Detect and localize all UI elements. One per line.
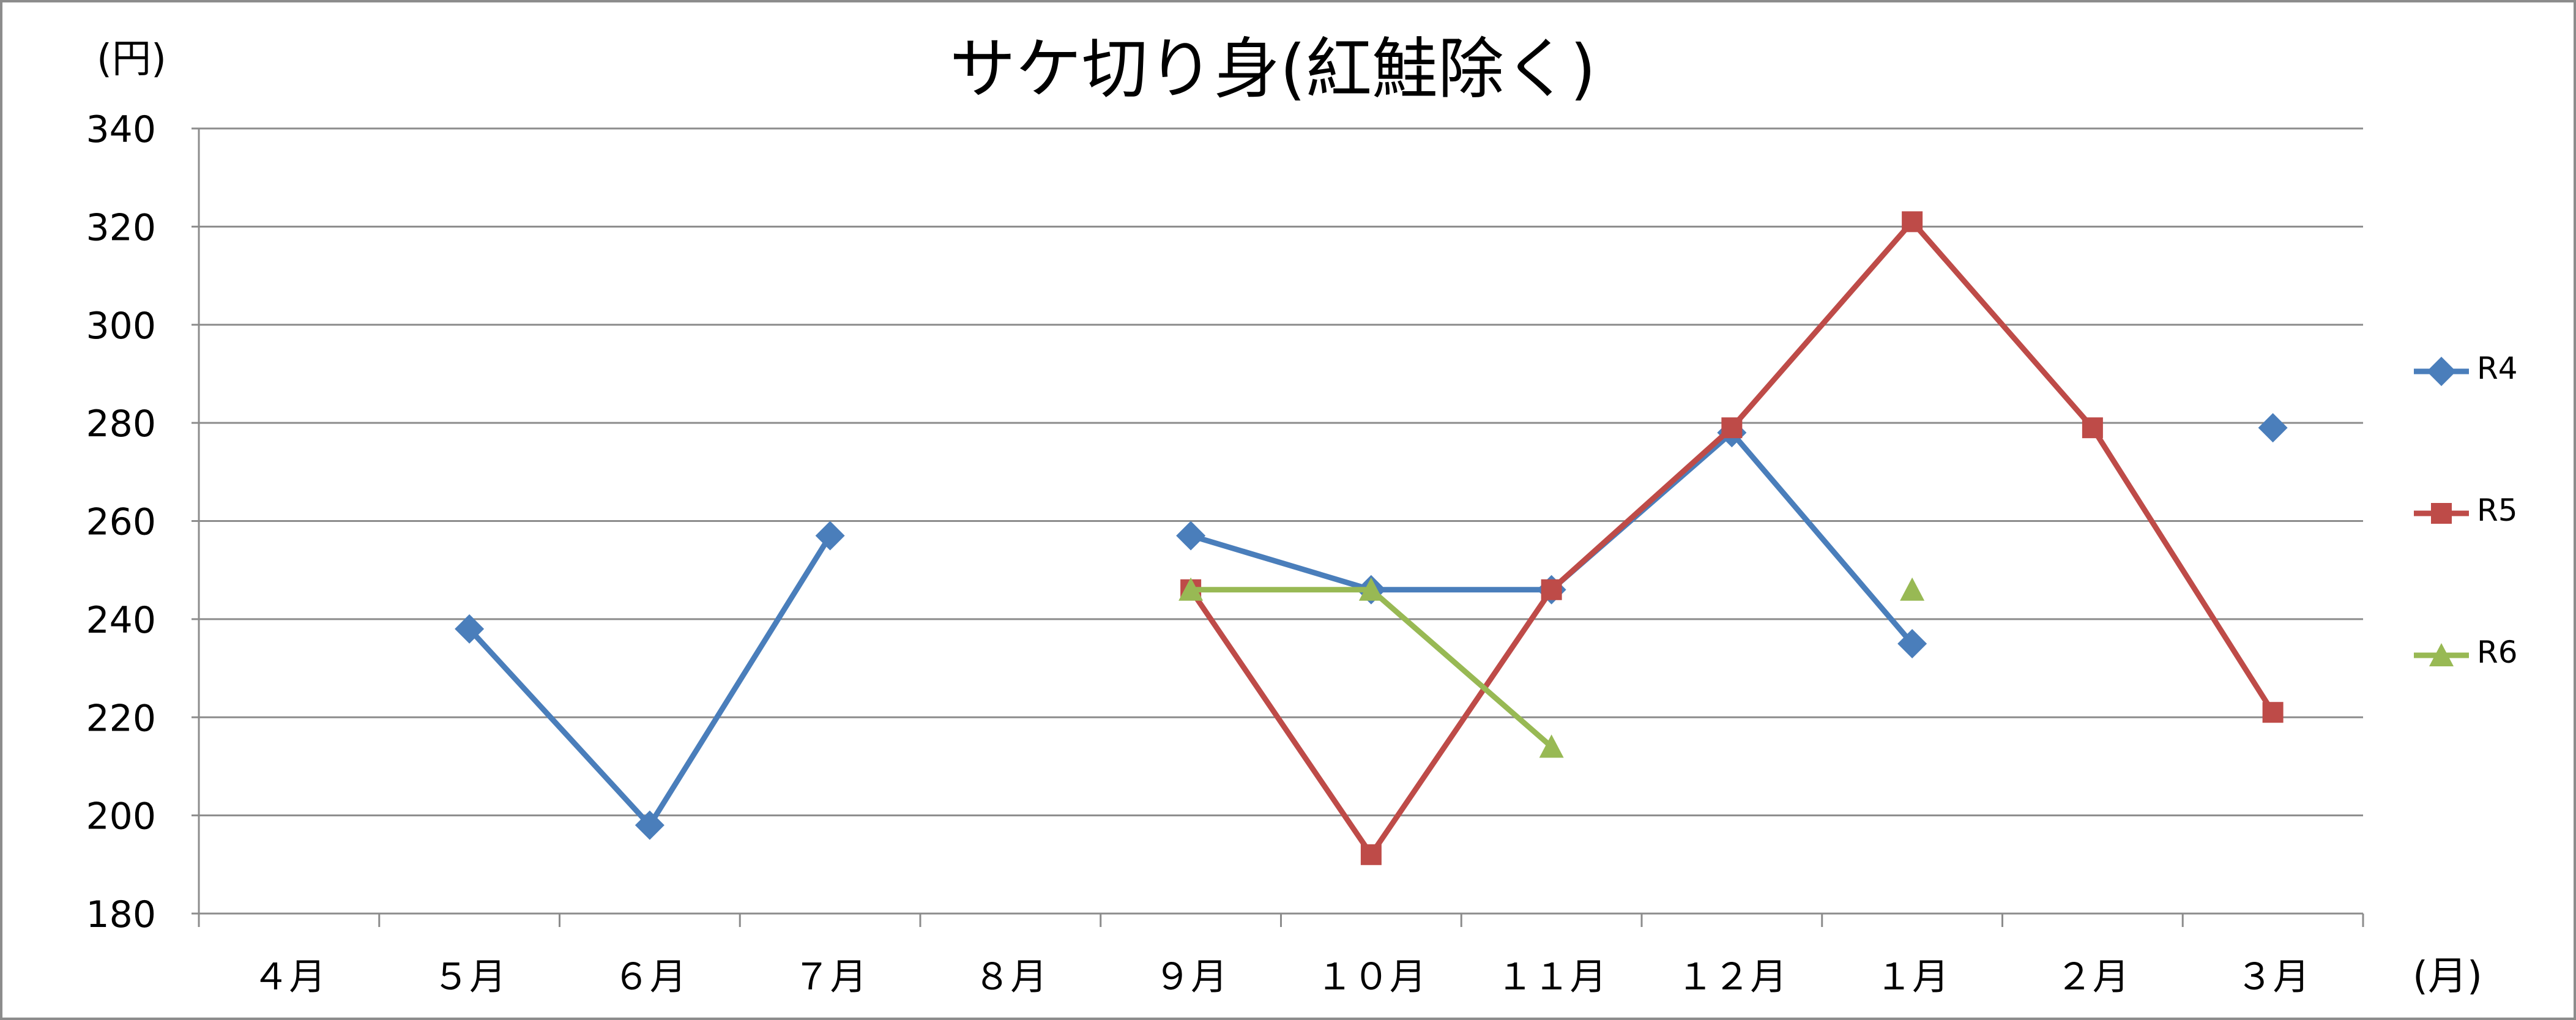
x-tick-label: ４月 bbox=[252, 956, 326, 999]
legend: R4 R5 R6 bbox=[2414, 351, 2518, 670]
legend-label: R5 bbox=[2477, 493, 2518, 528]
series-line-segment bbox=[2090, 425, 2276, 715]
legend-marker bbox=[2429, 643, 2454, 666]
x-tick-label: ８月 bbox=[973, 956, 1047, 999]
y-tick-label: 200 bbox=[86, 795, 156, 838]
x-tick-label: ６月 bbox=[613, 956, 687, 999]
legend-label: R6 bbox=[2477, 635, 2518, 670]
data-point-r6 bbox=[1900, 577, 1925, 601]
series-line-segment bbox=[1188, 533, 1374, 593]
data-point-r4 bbox=[1176, 521, 1206, 551]
y-tick-label: 260 bbox=[86, 501, 156, 544]
data-point-r4 bbox=[2258, 413, 2288, 443]
legend-marker bbox=[2427, 357, 2456, 386]
data-point-r5 bbox=[1721, 417, 1743, 439]
data-point-r4 bbox=[815, 521, 845, 551]
x-tick-label: ３月 bbox=[2236, 956, 2310, 999]
gridlines bbox=[199, 127, 2363, 817]
data-point-r5 bbox=[1360, 844, 1382, 865]
legend-item-r4: R4 bbox=[2414, 351, 2518, 386]
y-tick-label: 220 bbox=[86, 697, 156, 740]
data-point-r6 bbox=[1539, 734, 1564, 758]
legend-item-r6: R6 bbox=[2414, 635, 2518, 670]
data-point-r6 bbox=[1358, 577, 1383, 601]
series-line-segment bbox=[466, 626, 653, 828]
x-tick-label: １０月 bbox=[1316, 956, 1426, 999]
x-tick-label: ７月 bbox=[794, 956, 867, 999]
series-line-segment bbox=[1729, 218, 1915, 431]
series-line-segment bbox=[647, 533, 833, 828]
series-line-segment bbox=[1549, 425, 1735, 593]
x-axis-unit-label: (月) bbox=[2413, 954, 2482, 999]
series-line-segment bbox=[1368, 587, 1555, 858]
data-point-r4 bbox=[1897, 628, 1927, 658]
x-tick-label: ２月 bbox=[2056, 956, 2129, 999]
series-line-segment bbox=[1368, 587, 1555, 750]
data-point-r4 bbox=[635, 810, 664, 840]
y-tick-label: 320 bbox=[86, 206, 156, 249]
series-lines bbox=[455, 211, 2288, 865]
data-point-r5 bbox=[2262, 702, 2284, 723]
axes: 180 200 220 240 260 280 300 320 340 ４月 ５月 ６月 ７月 ８月 ９月 １… bbox=[86, 108, 2364, 999]
y-tick-label: 180 bbox=[86, 893, 156, 936]
data-point-r5 bbox=[1541, 579, 1562, 600]
x-tick-label: １２月 bbox=[1677, 956, 1787, 999]
data-point-r5 bbox=[2082, 417, 2103, 439]
legend-item-r5: R5 bbox=[2414, 493, 2518, 528]
chart-title: サケ切り身(紅鮭除く) bbox=[950, 31, 1596, 108]
data-point-r6 bbox=[1178, 577, 1204, 601]
legend-label: R4 bbox=[2477, 351, 2518, 386]
x-tick-label: １月 bbox=[1875, 956, 1949, 999]
y-tick-label: 300 bbox=[86, 305, 156, 348]
data-point-r4 bbox=[455, 614, 485, 644]
x-tick-label: ９月 bbox=[1154, 956, 1227, 999]
y-axis-unit-label: (円) bbox=[97, 37, 166, 82]
legend-marker bbox=[2431, 503, 2452, 524]
series-r6 bbox=[1178, 577, 1925, 758]
series-line-segment bbox=[1909, 218, 2096, 431]
y-tick-label: 280 bbox=[86, 403, 156, 445]
y-tick-label: 340 bbox=[86, 108, 156, 151]
series-line-segment bbox=[1729, 430, 1915, 647]
x-tick-label: １１月 bbox=[1497, 956, 1607, 999]
y-tick-label: 240 bbox=[86, 599, 156, 642]
x-tick-label: ５月 bbox=[433, 956, 506, 999]
data-point-r5 bbox=[1902, 211, 1923, 233]
series-line-segment bbox=[1188, 587, 1374, 858]
